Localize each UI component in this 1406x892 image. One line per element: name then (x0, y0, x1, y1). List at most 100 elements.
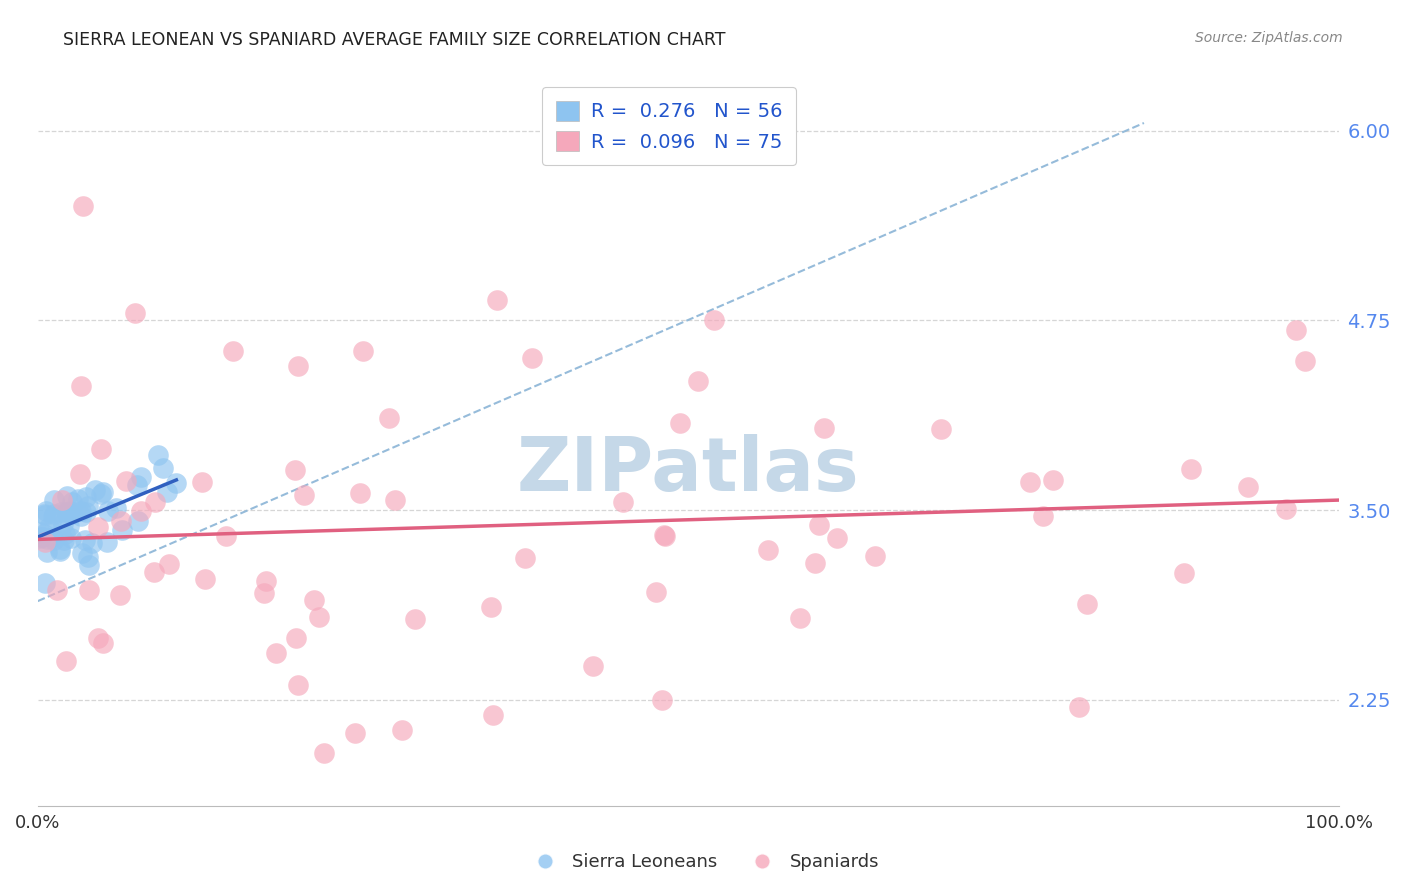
Point (59, 504, 82, 518)
Point (222, 343, 245, 358)
Point (34, 508, 56, 522)
Point (35, 504, 58, 518)
Point (287, 359, 309, 373)
Point (49, 505, 72, 519)
Point (115, 474, 138, 488)
Point (807, 518, 830, 533)
Point (522, 351, 544, 366)
Point (55, 489, 77, 503)
Text: SIERRA LEONEAN VS SPANIARD AVERAGE FAMILY SIZE CORRELATION CHART: SIERRA LEONEAN VS SPANIARD AVERAGE FAMIL… (63, 31, 725, 49)
Point (96, 535, 118, 549)
Point (190, 475, 212, 490)
Point (1067, 700, 1090, 714)
Point (756, 543, 779, 558)
Point (294, 488, 316, 502)
Point (70, 545, 93, 559)
Point (668, 417, 690, 431)
Point (165, 476, 187, 491)
Point (124, 306, 146, 320)
Point (377, 411, 399, 425)
Point (1042, 473, 1064, 487)
Point (215, 529, 238, 543)
Legend: R =  0.276   N = 56, R =  0.096   N = 75: R = 0.276 N = 56, R = 0.096 N = 75 (543, 87, 796, 165)
Point (1032, 509, 1054, 524)
Point (813, 421, 835, 435)
Point (77, 499, 100, 513)
Point (76, 550, 98, 565)
Point (75, 505, 97, 519)
Point (32, 507, 55, 521)
Point (1076, 597, 1098, 611)
Text: Source: ZipAtlas.com: Source: ZipAtlas.com (1195, 31, 1343, 45)
Point (55, 654, 77, 668)
Point (804, 556, 827, 570)
Point (143, 495, 166, 509)
Point (156, 484, 179, 499)
Point (55, 505, 77, 519)
Point (69, 379, 91, 393)
Point (34, 527, 56, 541)
Point (157, 557, 180, 571)
Point (69, 467, 91, 481)
Point (110, 514, 132, 528)
Point (1018, 475, 1040, 489)
Point (49, 542, 72, 557)
Point (142, 565, 165, 579)
Point (44, 492, 66, 507)
Point (194, 572, 217, 586)
Point (93, 485, 115, 500)
Point (34, 576, 56, 591)
Point (302, 593, 325, 607)
Point (485, 293, 508, 307)
Point (931, 421, 953, 435)
Point (37, 544, 59, 558)
Point (287, 678, 309, 692)
Point (645, 585, 668, 599)
Point (479, 599, 502, 614)
Point (51, 492, 73, 507)
Point (349, 485, 371, 500)
Point (30, 532, 52, 546)
Point (42, 533, 65, 547)
Point (404, 612, 426, 626)
Point (127, 514, 149, 528)
Point (253, 586, 276, 600)
Point (284, 631, 307, 645)
Point (60, 531, 83, 545)
Point (34, 535, 56, 549)
Point (308, 609, 330, 624)
Point (654, 529, 676, 543)
Point (52, 516, 75, 531)
Point (91, 636, 114, 650)
Point (75, 533, 97, 547)
Text: ZIPatlas: ZIPatlas (517, 434, 859, 508)
Point (312, 746, 335, 760)
Point (827, 531, 849, 545)
Point (75, 490, 97, 504)
Point (30, 530, 52, 544)
Point (69, 504, 91, 518)
Point (104, 501, 127, 516)
Point (77, 582, 100, 597)
Point (53, 533, 76, 548)
Point (80, 536, 103, 550)
Point (703, 313, 725, 327)
Point (111, 523, 134, 537)
Point (343, 726, 366, 740)
Point (90, 487, 112, 501)
Point (152, 460, 174, 475)
Point (352, 343, 374, 358)
Point (146, 448, 169, 462)
Point (72, 199, 94, 213)
Point (1180, 462, 1202, 476)
Point (83, 483, 105, 498)
Point (127, 477, 149, 491)
Point (30, 524, 52, 539)
Point (69, 508, 91, 523)
Point (129, 504, 152, 518)
Point (688, 374, 710, 388)
Point (86, 520, 108, 534)
Point (42, 510, 65, 524)
Point (1173, 566, 1195, 580)
Point (513, 551, 536, 566)
